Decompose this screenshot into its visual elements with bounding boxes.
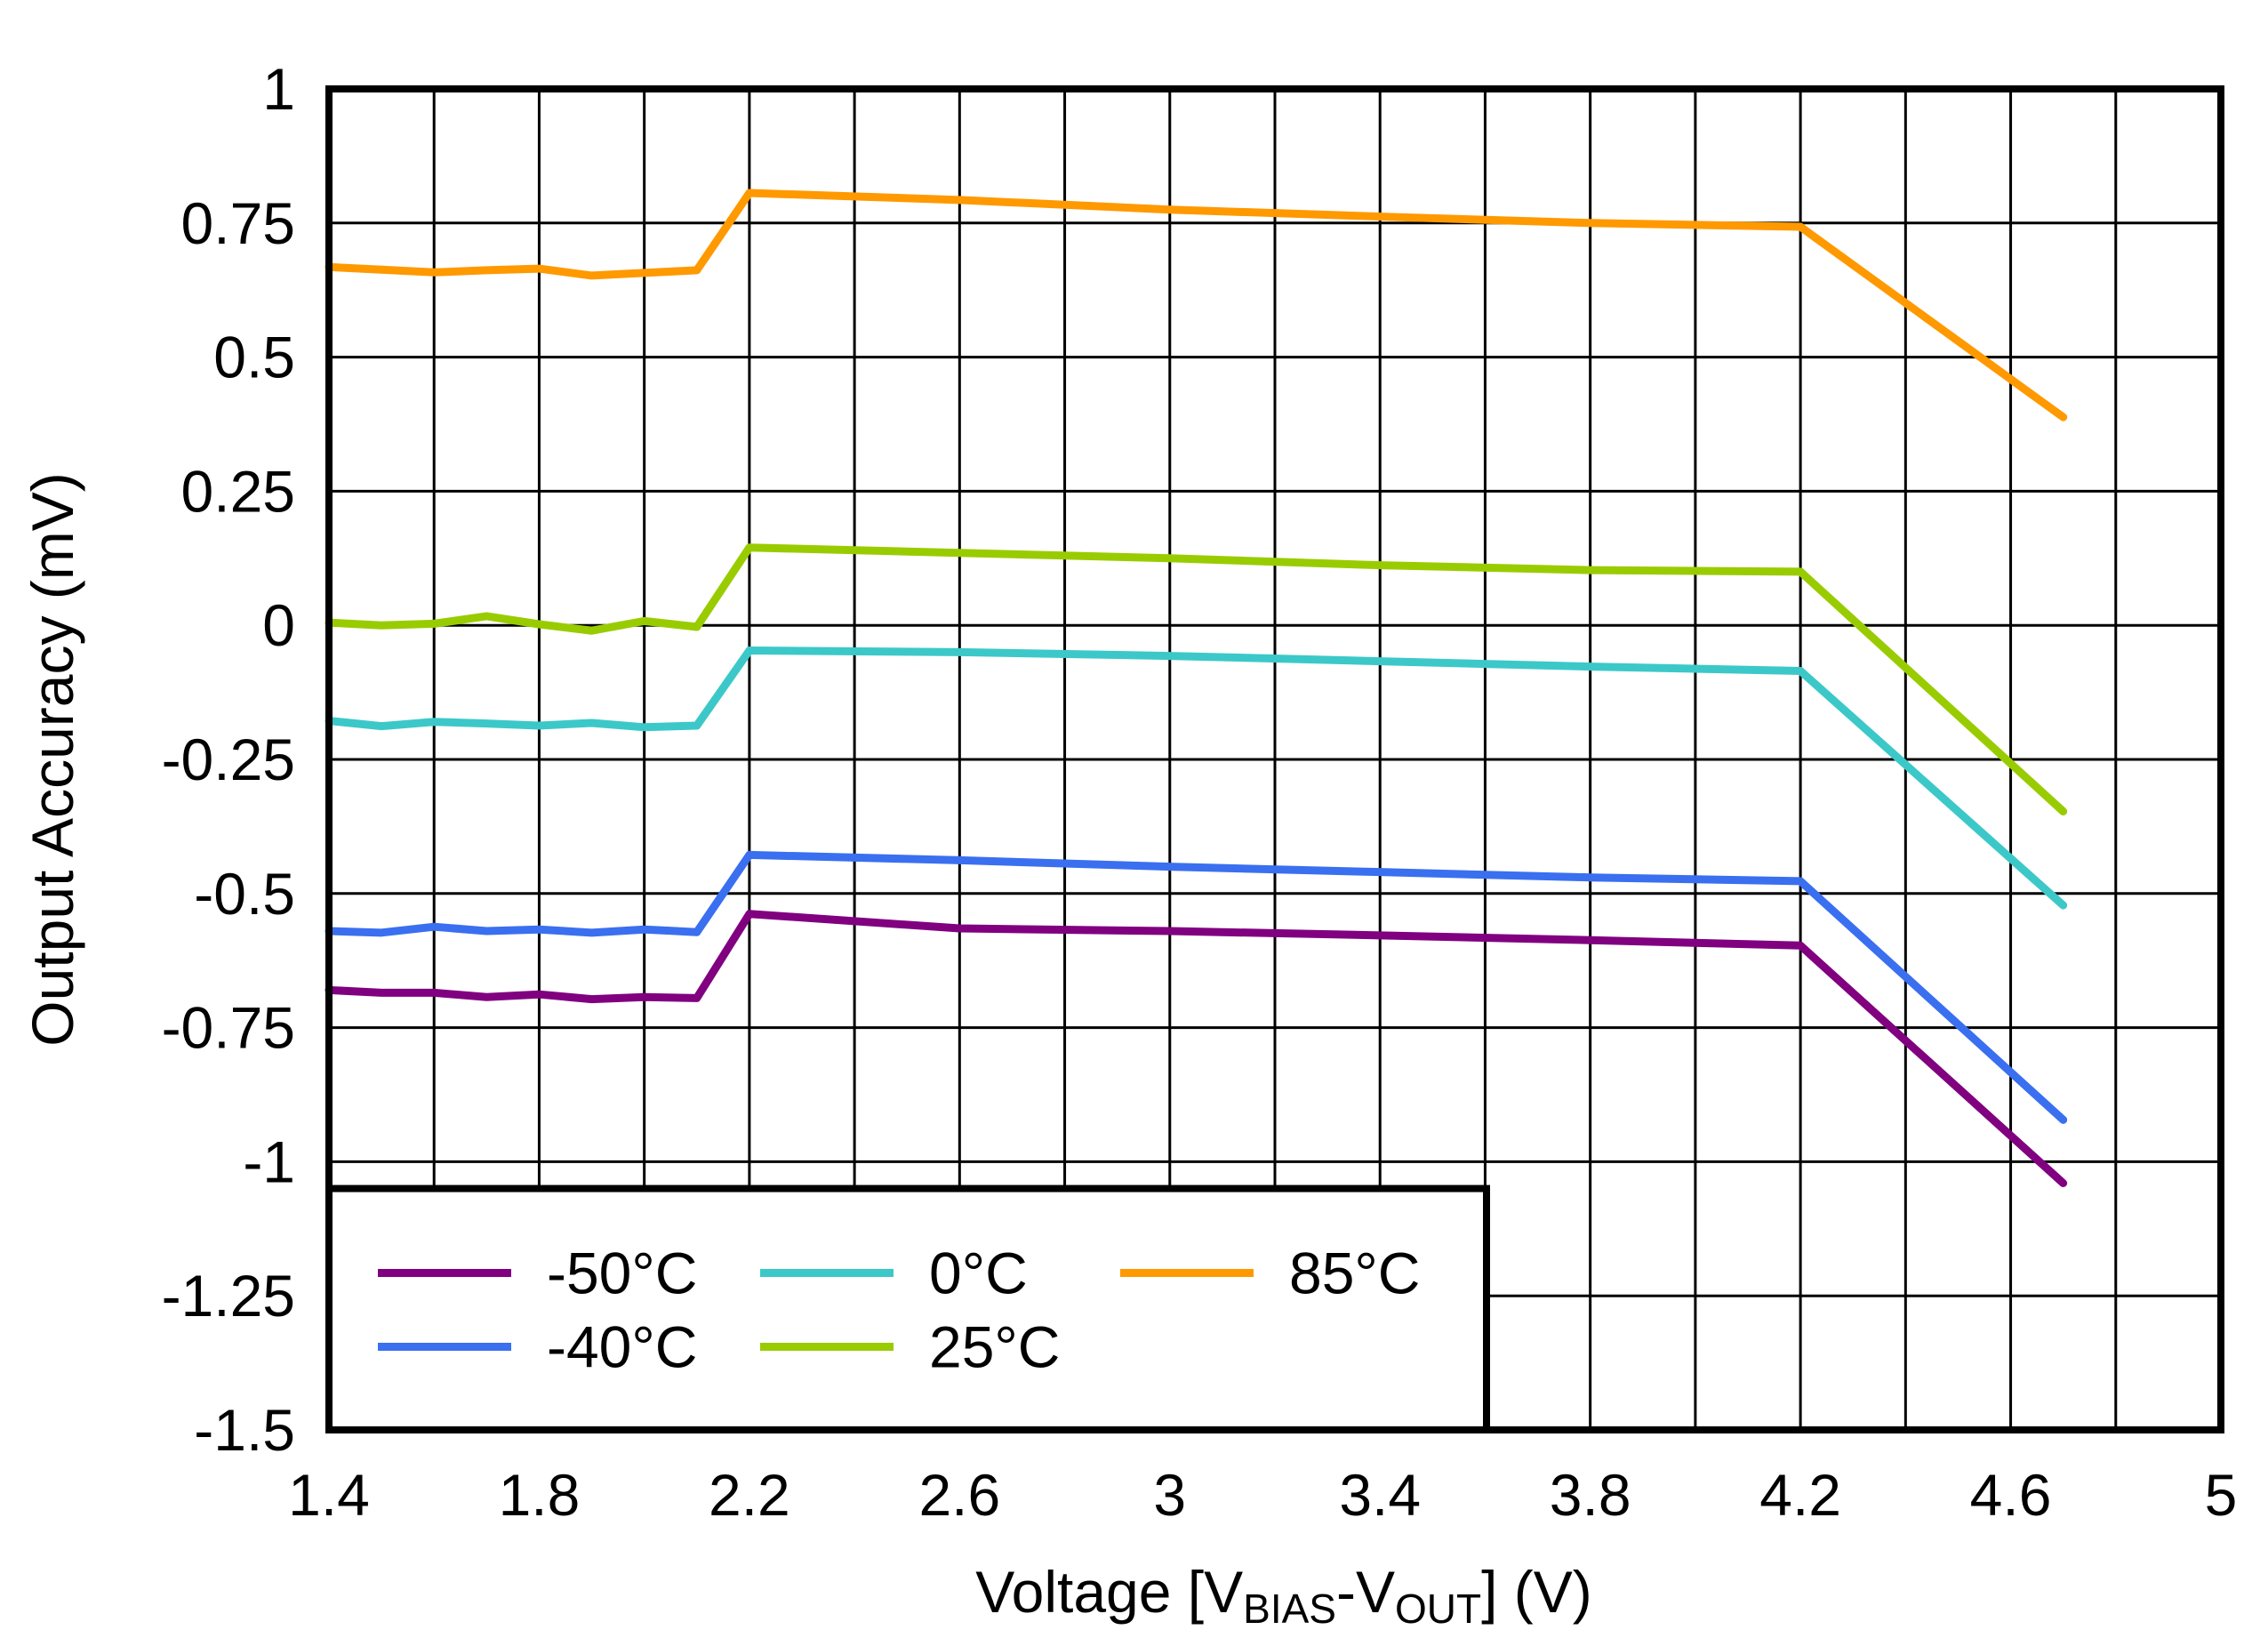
legend-label: 25°C [929,1314,1060,1380]
x-tick-label: 4.6 [1970,1462,2052,1528]
x-tick-label: 5 [2205,1462,2238,1528]
y-tick-label: 0.5 [213,325,295,390]
series-layer [325,189,2068,1188]
x-axis-label-sub1: BIAS [1243,1586,1336,1630]
y-axis-label: Output Accuracy (mV) [20,472,85,1047]
legend-items: -50°C -40°C 0°C 25°C 85°C [378,1241,1420,1380]
series-line-3 [325,543,2068,816]
series-line-2 [325,646,2068,910]
x-tick-label: 1.4 [288,1462,370,1528]
legend-label: -50°C [547,1241,697,1306]
y-tick-label: -1.5 [194,1397,295,1463]
x-tick-label: 2.2 [709,1462,790,1528]
x-tick-label: 1.8 [499,1462,581,1528]
x-tick-labels: 1.4 1.8 2.2 2.6 3 3.4 3.8 4.2 4.6 5 [288,1462,2237,1528]
x-tick-label: 3.8 [1550,1462,1631,1528]
y-tick-label: -1.25 [162,1263,295,1329]
x-axis-label: Voltage [VBIAS-VOUT] (V) [975,1559,1592,1630]
legend-label: -40°C [547,1314,697,1380]
legend-label: 0°C [929,1241,1028,1306]
series-line-4 [325,189,2068,422]
series-line-0 [325,910,2068,1188]
x-tick-label: 2.6 [918,1462,1000,1528]
legend-label: 85°C [1289,1241,1420,1306]
x-axis-label-suffix: ] (V) [1481,1559,1592,1625]
x-axis-label-mid: -V [1336,1559,1395,1625]
x-tick-label: 3 [1153,1462,1186,1528]
y-tick-label: 0.25 [181,458,295,524]
x-tick-label: 3.4 [1339,1462,1421,1528]
y-tick-label: -0.75 [162,995,295,1061]
y-tick-label: -1 [243,1128,295,1194]
x-tick-label: 4.2 [1759,1462,1841,1528]
x-axis-label-sub2: OUT [1395,1586,1481,1630]
series-line-1 [325,850,2068,1124]
y-tick-label: -0.25 [162,727,295,792]
legend-box [325,1184,1490,1434]
y-tick-label: 0.75 [181,190,295,256]
x-axis-label-prefix: Voltage [V [975,1559,1243,1625]
y-tick-labels: 1 0.75 0.5 0.25 0 -0.25 -0.5 -0.75 -1 -1.25 -1.5 [162,56,295,1463]
y-tick-label: 0 [262,592,295,658]
y-tick-label: 1 [262,56,295,122]
y-tick-label: -0.5 [194,861,295,927]
legend: -50°C -40°C 0°C 25°C 85°C [325,1184,1490,1434]
